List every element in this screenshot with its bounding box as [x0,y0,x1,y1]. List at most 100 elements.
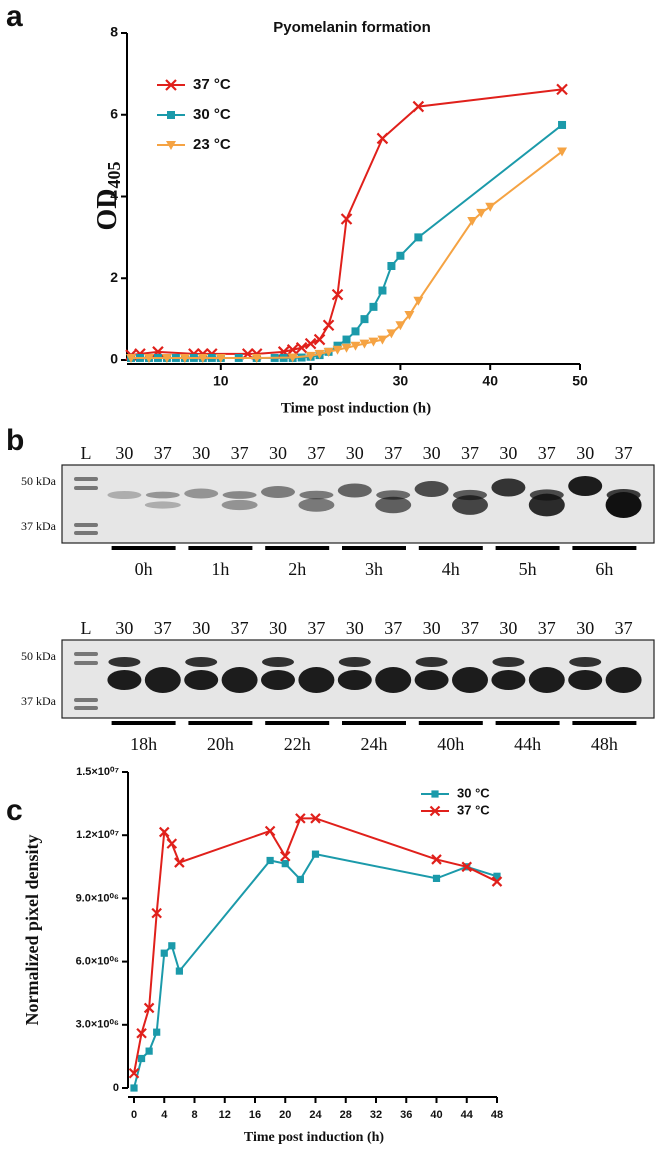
legend-label: 37 °C [457,802,490,817]
data-point [310,813,321,824]
protein-band [298,498,335,512]
x-axis-label: Time post induction (h) [244,1130,384,1145]
data-point [431,854,442,865]
protein-band [262,657,294,667]
protein-band [491,670,526,690]
x-tick-label: 0 [131,1109,137,1121]
protein-band [185,657,218,667]
protein-band [299,490,334,500]
protein-band [568,670,603,690]
protein-band [528,493,565,517]
marker-label: 50 kDa [21,474,57,488]
data-point [126,353,136,363]
protein-band [221,667,258,693]
legend-marker [166,141,176,150]
data-point [558,120,567,129]
data-point [143,1002,155,1014]
y-tick-label: 8 [110,24,118,40]
x-tick-label: 28 [340,1109,352,1121]
data-point [331,288,344,301]
data-point [322,319,335,332]
time-label: 44h [514,734,541,754]
data-point [369,302,378,311]
protein-band [261,486,295,498]
marker-label: 37 kDa [21,519,57,533]
lane-label: 37 [384,443,402,463]
lane-label: 30 [499,443,517,463]
marker-label: 37 kDa [21,694,57,708]
time-label: 40h [437,734,464,754]
data-point [359,339,370,349]
protein-band [108,657,141,667]
x-tick-label: 12 [219,1109,231,1121]
protein-band [605,667,642,693]
legend-marker [165,79,177,91]
time-label: 0h [135,559,153,579]
x-tick-label: 50 [572,373,588,389]
time-label: 22h [284,734,311,754]
protein-band [107,670,142,690]
y-tick-label: 1.5×10⁰⁷ [76,766,119,778]
ladder-band [74,486,98,490]
data-point [145,1047,153,1055]
data-point [386,329,397,339]
data-point [376,132,389,145]
lane-label: L [81,618,92,638]
lane-label: 37 [307,443,325,463]
y-tick-label: 2 [110,269,118,285]
data-point [168,942,176,950]
data-point [279,850,291,862]
lane-label: 37 [307,618,325,638]
x-tick-label: 24 [309,1109,322,1121]
data-point [296,875,304,884]
lane-label: 30 [346,618,364,638]
lane-label: 37 [154,443,172,463]
x-tick-label: 36 [400,1109,412,1121]
data-point [136,1027,147,1039]
time-label: 1h [211,559,229,579]
y-tick-label: 1.2×10⁰⁷ [76,829,119,841]
data-point [413,296,424,306]
y-axis-label: Normalized pixel density [22,835,42,1026]
data-point [161,353,172,363]
y-tick-label: 6 [110,105,118,121]
data-point [304,337,317,350]
lane-label: 37 [615,618,633,638]
data-point [137,1054,146,1063]
x-tick-label: 16 [249,1109,261,1121]
lane-label: 30 [269,618,287,638]
legend-marker [167,111,175,119]
time-label: 6h [595,559,613,579]
lane-label: 30 [346,443,364,463]
protein-band [221,499,258,511]
data-point [360,315,369,324]
protein-band [452,667,488,693]
protein-band [569,657,602,667]
data-point [264,825,276,837]
data-point [557,147,568,157]
y-axis-label: OD405 [92,162,124,231]
y-axis-label-main: OD [92,189,123,231]
panel-label: c [6,794,23,827]
legend-marker [431,790,439,798]
series-line [131,150,563,359]
time-label: 18h [130,734,157,754]
protein-band [492,657,525,667]
data-point [340,213,353,225]
protein-band [375,667,412,693]
data-point [295,341,308,354]
data-point [368,337,379,347]
data-point [351,327,360,336]
data-point [432,874,441,882]
data-point [333,341,342,350]
lane-label: 30 [423,618,441,638]
protein-band [605,492,642,518]
protein-band [414,670,449,690]
data-point [341,343,352,353]
time-label: 48h [591,734,618,754]
protein-band [298,667,335,693]
data-point [179,353,190,363]
data-point [387,261,396,270]
data-point [175,967,183,975]
lane-label: 37 [461,443,479,463]
